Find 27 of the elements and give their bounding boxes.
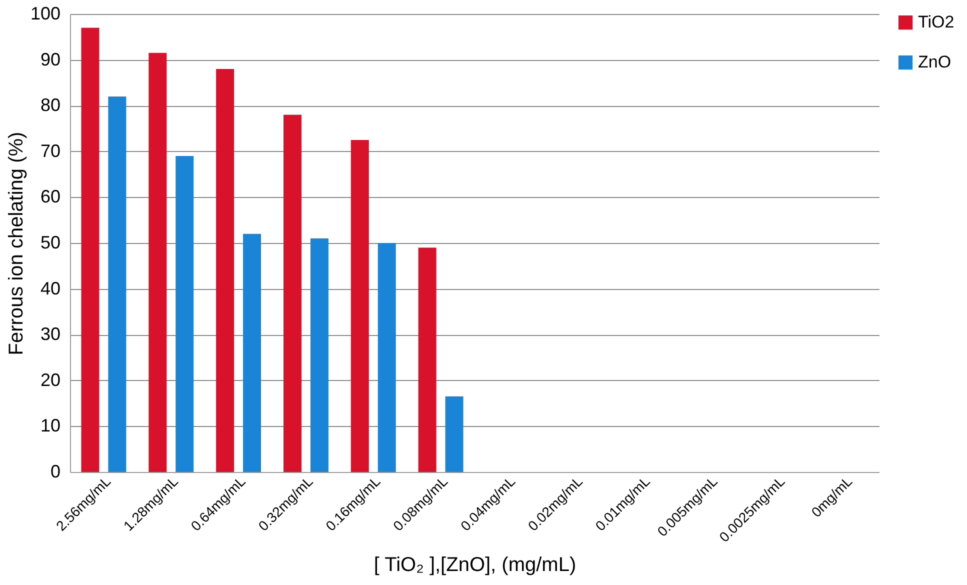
bar <box>108 96 126 472</box>
y-tick-label: 50 <box>40 232 60 252</box>
y-tick-label: 100 <box>30 4 60 24</box>
bar <box>418 248 436 472</box>
y-tick-label: 30 <box>40 324 60 344</box>
bar <box>176 156 194 472</box>
bar <box>148 52 167 472</box>
bar <box>283 114 302 472</box>
y-tick-label: 90 <box>40 49 60 70</box>
y-tick-label: 0 <box>50 462 60 482</box>
x-axis-title: [ TiO₂ ],[ZnO], (mg/mL) <box>374 554 576 576</box>
bar <box>378 243 396 472</box>
bar <box>216 68 234 472</box>
bar <box>310 238 328 472</box>
y-axis-title: Ferrous ion chelating (%) <box>5 132 28 356</box>
y-tick-label: 20 <box>40 370 60 390</box>
y-tick-label: 40 <box>40 278 60 298</box>
y-tick-label: 10 <box>40 416 60 436</box>
y-tick-label: 70 <box>40 140 60 161</box>
bar <box>350 140 369 472</box>
y-tick-label: 80 <box>40 95 60 116</box>
legend-label: TiO2 <box>918 12 954 32</box>
y-tick-label: 60 <box>40 186 60 207</box>
bar <box>243 234 262 472</box>
bar <box>81 28 100 472</box>
legend-label: ZnO <box>918 52 952 72</box>
bar <box>445 396 464 472</box>
